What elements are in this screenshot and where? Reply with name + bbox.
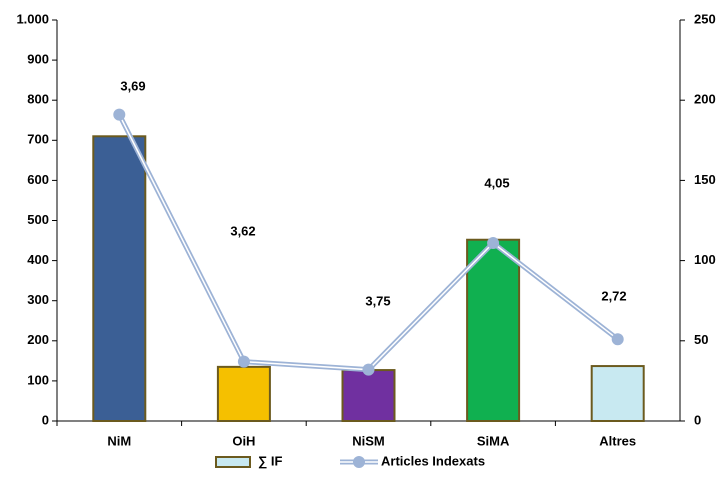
line-marker — [113, 108, 126, 121]
legend-label: Articles Indexats — [381, 453, 485, 468]
line-marker — [237, 355, 250, 368]
y2-tick-label: 50 — [694, 332, 708, 347]
annotation: 3,75 — [365, 293, 390, 308]
x-tick-label: NiM — [107, 433, 131, 448]
y-tick-label: 1.000 — [16, 11, 49, 26]
legend-marker — [353, 456, 365, 468]
y-tick-label: 400 — [27, 252, 49, 267]
y-tick-label: 300 — [27, 292, 49, 307]
line-marker — [362, 363, 375, 376]
y-tick-label: 800 — [27, 92, 49, 107]
line-marker — [487, 236, 500, 249]
y-tick-label: 100 — [27, 372, 49, 387]
x-tick-label: OiH — [232, 433, 255, 448]
bar — [341, 369, 396, 422]
y-tick-label: 0 — [42, 412, 49, 427]
line-marker — [611, 333, 624, 346]
y2-tick-label: 0 — [694, 412, 701, 427]
y-tick-label: 200 — [27, 332, 49, 347]
annotation: 4,05 — [484, 175, 509, 190]
x-tick-label: Altres — [599, 433, 636, 448]
line — [117, 113, 620, 373]
y2-tick-label: 200 — [694, 92, 716, 107]
annotation: 3,62 — [230, 223, 255, 238]
annotation: 3,69 — [120, 78, 145, 93]
y2-tick-label: 100 — [694, 252, 716, 267]
bar — [216, 365, 271, 422]
y-tick-label: 500 — [27, 212, 49, 227]
annotation: 2,72 — [601, 288, 626, 303]
bar — [466, 238, 521, 422]
y-tick-label: 900 — [27, 52, 49, 67]
line-inner — [118, 114, 619, 371]
y-tick-label: 700 — [27, 132, 49, 147]
x-tick-label: NiSM — [352, 433, 385, 448]
legend-swatch — [215, 456, 251, 468]
y-tick-label: 600 — [27, 172, 49, 187]
legend-label: ∑ IF — [258, 453, 282, 468]
x-tick-label: SiMA — [477, 433, 510, 448]
y2-tick-label: 150 — [694, 172, 716, 187]
y2-tick-label: 250 — [694, 11, 716, 26]
bar — [590, 365, 645, 422]
bar — [92, 135, 147, 422]
